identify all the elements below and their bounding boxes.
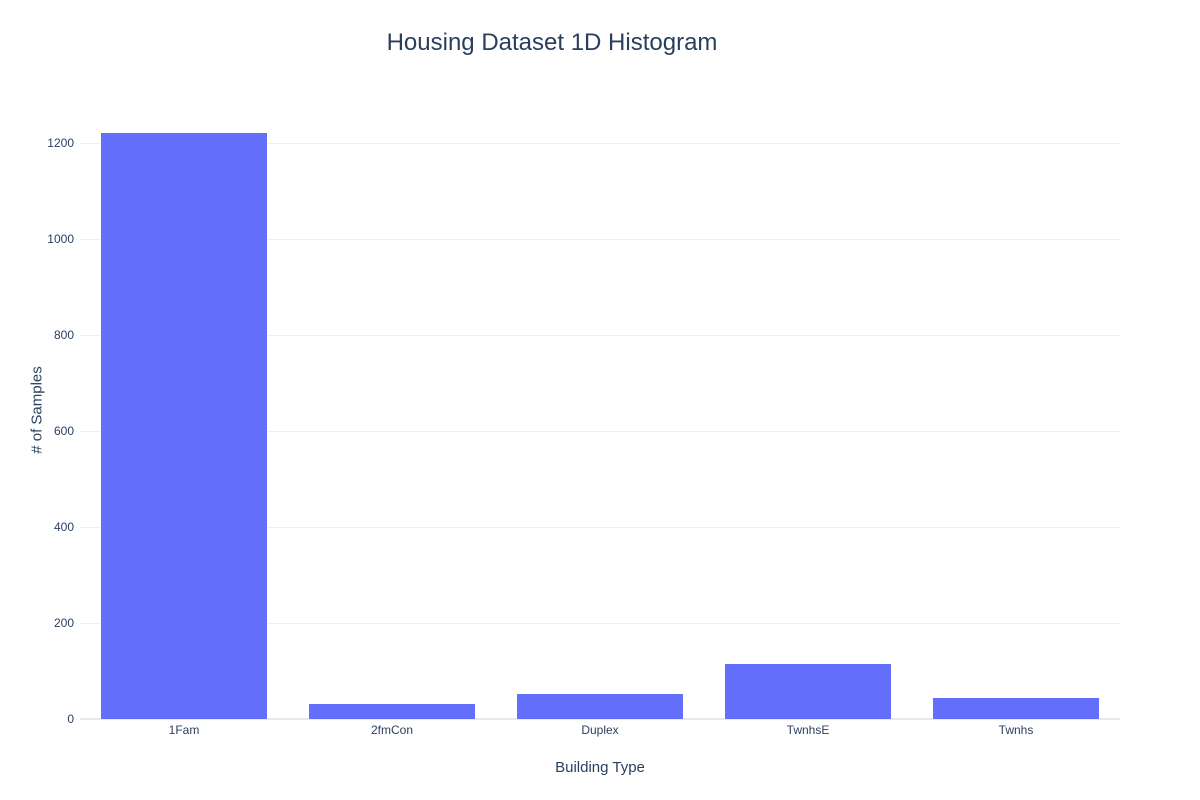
y-axis-title: # of Samples xyxy=(28,366,46,454)
y-zeroline xyxy=(80,718,1120,720)
y-gridline-1000 xyxy=(80,239,1120,240)
y-gridline-800 xyxy=(80,335,1120,336)
bar-Duplex[interactable] xyxy=(517,694,683,719)
y-tick-label-1000: 1000 xyxy=(47,232,74,246)
bar-Twnhs[interactable] xyxy=(933,698,1099,719)
x-tick-label-2fmCon: 2fmCon xyxy=(370,723,414,737)
y-tick-label-800: 800 xyxy=(53,328,74,342)
bar-TwnhsE[interactable] xyxy=(725,664,891,719)
x-tick-label-TwnhsE: TwnhsE xyxy=(786,723,830,737)
y-tick-label-0: 0 xyxy=(67,712,74,726)
y-tick-label-1200: 1200 xyxy=(47,136,74,150)
y-tick-label-600: 600 xyxy=(53,424,74,438)
y-tick-label-400: 400 xyxy=(53,520,74,534)
chart-title: Housing Dataset 1D Histogram xyxy=(386,29,718,56)
x-tick-label-1Fam: 1Fam xyxy=(168,723,200,737)
x-tick-label-Duplex: Duplex xyxy=(581,723,619,737)
y-gridline-600 xyxy=(80,431,1120,432)
y-gridline-1200 xyxy=(80,143,1120,144)
y-tick-label-200: 200 xyxy=(53,616,74,630)
bar-1Fam[interactable] xyxy=(101,133,267,719)
y-gridline-200 xyxy=(80,623,1120,624)
bar-2fmCon[interactable] xyxy=(309,704,475,719)
x-axis-title: Building Type xyxy=(555,759,645,776)
x-tick-label-Twnhs: Twnhs xyxy=(998,723,1034,737)
y-gridline-400 xyxy=(80,527,1120,528)
